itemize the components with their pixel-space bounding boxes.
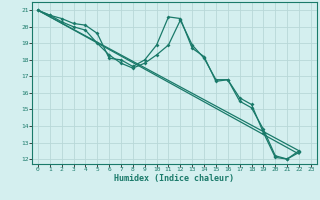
X-axis label: Humidex (Indice chaleur): Humidex (Indice chaleur) <box>115 174 234 183</box>
